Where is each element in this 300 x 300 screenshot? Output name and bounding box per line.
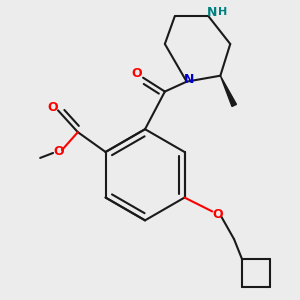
Text: N: N bbox=[207, 6, 218, 19]
Text: O: O bbox=[212, 208, 223, 221]
Text: N: N bbox=[184, 73, 194, 86]
Text: O: O bbox=[48, 101, 58, 114]
Polygon shape bbox=[220, 76, 236, 106]
Text: H: H bbox=[218, 7, 227, 17]
Text: O: O bbox=[132, 67, 142, 80]
Text: O: O bbox=[54, 146, 64, 158]
